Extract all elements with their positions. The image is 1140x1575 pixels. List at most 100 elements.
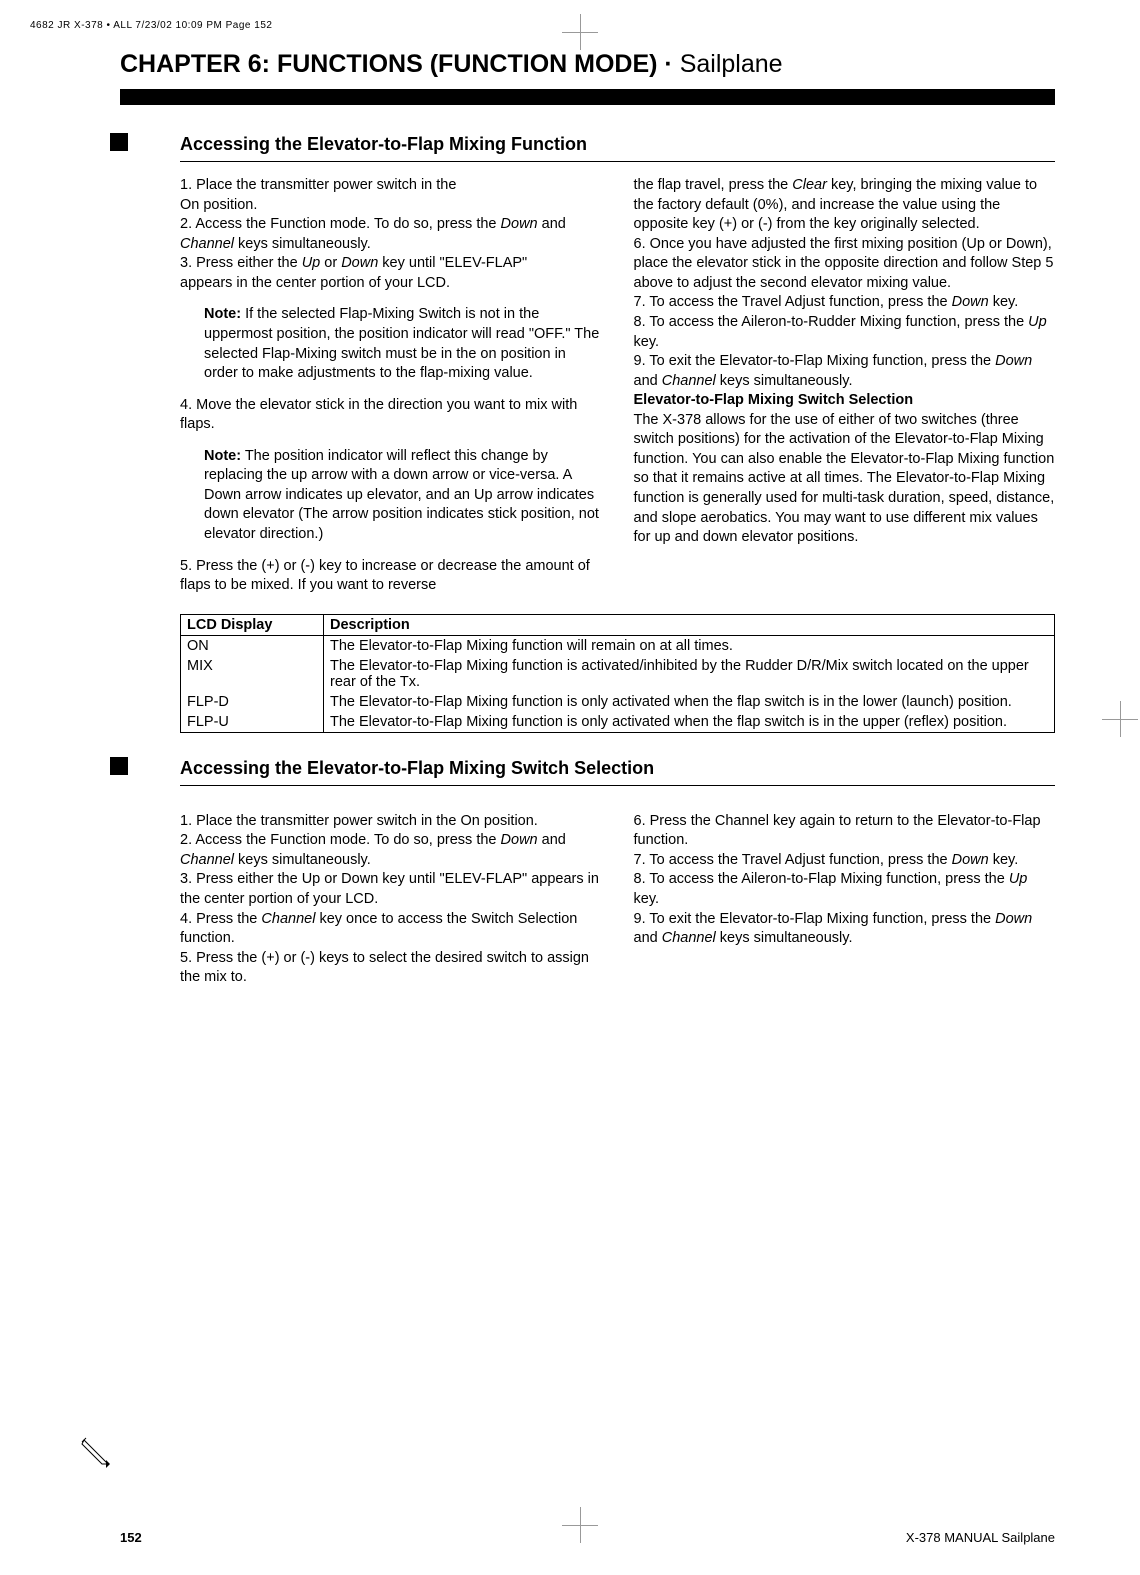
body-text: Channel xyxy=(180,236,234,252)
chapter-bold: CHAPTER 6: FUNCTIONS (FUNCTION MODE) · xyxy=(120,50,673,78)
body-text: Up xyxy=(1009,871,1028,887)
lcd-table: LCD Display Description ONThe Elevator-t… xyxy=(180,614,1055,733)
body-text: Up xyxy=(1028,314,1047,330)
body-text: 7. To access the Travel Adjust function,… xyxy=(634,294,952,310)
right-column: 6. Press the Channel key again to return… xyxy=(634,812,1056,988)
table-cell: ON xyxy=(181,635,324,656)
body-text: 1. Place the transmitter power switch in… xyxy=(180,177,456,193)
crop-mark-icon xyxy=(570,22,590,42)
table-header: Description xyxy=(324,614,1055,635)
note-text: The position indicator will reflect this… xyxy=(204,448,599,542)
body-text: and xyxy=(538,216,566,232)
body-text: 5. Press the (+) or (-) keys to select t… xyxy=(180,949,602,988)
body-text: Clear xyxy=(792,177,827,193)
body-text: key. xyxy=(634,891,660,907)
body-text: appears in the center portion of your LC… xyxy=(180,275,450,291)
body-text: key. xyxy=(634,334,660,350)
body-text: Down xyxy=(501,832,538,848)
body-text: key. xyxy=(989,852,1019,868)
body-text: The X-378 allows for the use of either o… xyxy=(634,411,1056,548)
table-cell: The Elevator-to-Flap Mixing function is … xyxy=(324,692,1055,712)
body-text: On position. xyxy=(180,197,257,213)
body-text: Down xyxy=(341,255,378,271)
body-text: key until "ELEV-FLAP" xyxy=(378,255,527,271)
compass-icon xyxy=(78,1434,114,1470)
table-header-row: LCD Display Description xyxy=(181,614,1055,635)
table-cell: The Elevator-to-Flap Mixing function wil… xyxy=(324,635,1055,656)
footer-label: X-378 MANUAL Sailplane xyxy=(906,1530,1055,1545)
body-text: 2. Access the Function mode. To do so, p… xyxy=(180,832,501,848)
body-text: Down xyxy=(952,294,989,310)
left-column: 1. Place the transmitter power switch in… xyxy=(180,176,602,596)
table-row: FLP-DThe Elevator-to-Flap Mixing functio… xyxy=(181,692,1055,712)
two-column-layout: 1. Place the transmitter power switch in… xyxy=(180,812,1055,988)
note-text: If the selected Flap-Mixing Switch is no… xyxy=(204,306,599,381)
body-text: the flap travel, press the xyxy=(634,177,793,193)
table-row: MIXThe Elevator-to-Flap Mixing function … xyxy=(181,656,1055,692)
body-text: Up xyxy=(302,255,321,271)
section-title: Accessing the Elevator-to-Flap Mixing Fu… xyxy=(180,134,587,155)
body-text: key. xyxy=(989,294,1019,310)
body-text: 9. To exit the Elevator-to-Flap Mixing f… xyxy=(634,911,996,927)
body-text: keys simultaneously. xyxy=(234,236,371,252)
body-text: Channel xyxy=(180,852,234,868)
body-text: keys simultaneously. xyxy=(716,930,853,946)
table-cell: The Elevator-to-Flap Mixing function is … xyxy=(324,656,1055,692)
body-text: 4. Press the xyxy=(180,911,261,927)
table-row: FLP-UThe Elevator-to-Flap Mixing functio… xyxy=(181,712,1055,733)
chapter-thin: Sailplane xyxy=(673,50,783,78)
section-rule xyxy=(180,161,1055,162)
chapter-title: CHAPTER 6: FUNCTIONS (FUNCTION MODE) · S… xyxy=(120,50,1055,79)
title-bar xyxy=(120,89,1055,105)
body-text: keys simultaneously. xyxy=(234,852,371,868)
body-text: Down xyxy=(501,216,538,232)
page: 4682 JR X-378 • ALL 7/23/02 10:09 PM Pag… xyxy=(0,0,1140,1575)
note-block: Note: If the selected Flap-Mixing Switch… xyxy=(180,305,602,383)
body-text: 9. To exit the Elevator-to-Flap Mixing f… xyxy=(634,353,996,369)
body-text: 4. Move the elevator stick in the direct… xyxy=(180,396,602,435)
body-text: and xyxy=(634,930,662,946)
body-text: 1. Place the transmitter power switch in… xyxy=(180,812,602,832)
section-heading: Accessing the Elevator-to-Flap Mixing Fu… xyxy=(110,133,1055,155)
note-label: Note: xyxy=(204,448,241,464)
print-header: 4682 JR X-378 • ALL 7/23/02 10:09 PM Pag… xyxy=(30,20,272,31)
section-title: Accessing the Elevator-to-Flap Mixing Sw… xyxy=(180,758,654,779)
section-heading: Accessing the Elevator-to-Flap Mixing Sw… xyxy=(110,757,1055,779)
body-text: 8. To access the Aileron-to-Rudder Mixin… xyxy=(634,314,1029,330)
body-text: Channel xyxy=(261,911,315,927)
right-column: the flap travel, press the Clear key, br… xyxy=(634,176,1056,596)
table-header: LCD Display xyxy=(181,614,324,635)
body-text: keys simultaneously. xyxy=(716,373,853,389)
table-row: ONThe Elevator-to-Flap Mixing function w… xyxy=(181,635,1055,656)
table-cell: FLP-D xyxy=(181,692,324,712)
note-block: Note: The position indicator will reflec… xyxy=(180,447,602,545)
left-column: 1. Place the transmitter power switch in… xyxy=(180,812,602,988)
table-cell: The Elevator-to-Flap Mixing function is … xyxy=(324,712,1055,733)
body-text: or xyxy=(320,255,341,271)
table-cell: FLP-U xyxy=(181,712,324,733)
crop-mark-icon xyxy=(1110,709,1130,729)
body-text: 3. Press either the Up or Down key until… xyxy=(180,870,602,909)
body-text: 8. To access the Aileron-to-Flap Mixing … xyxy=(634,871,1009,887)
body-text: Down xyxy=(995,911,1032,927)
body-text: Down xyxy=(995,353,1032,369)
section-rule xyxy=(180,785,1055,786)
body-text: Channel xyxy=(662,373,716,389)
page-footer: 152 X-378 MANUAL Sailplane xyxy=(120,1530,1055,1545)
body-text: and xyxy=(538,832,566,848)
body-text: Down xyxy=(952,852,989,868)
table-cell: MIX xyxy=(181,656,324,692)
body-text: 7. To access the Travel Adjust function,… xyxy=(634,852,952,868)
body-text: and xyxy=(634,373,662,389)
body-text: 5. Press the (+) or (-) key to increase … xyxy=(180,557,602,596)
square-bullet-icon xyxy=(110,133,128,151)
square-bullet-icon xyxy=(110,757,128,775)
two-column-layout: 1. Place the transmitter power switch in… xyxy=(180,176,1055,596)
body-text: Channel xyxy=(662,930,716,946)
body-text: 6. Press the Channel key again to return… xyxy=(634,812,1056,851)
body-text: 6. Once you have adjusted the first mixi… xyxy=(634,235,1056,294)
sub-heading: Elevator-to-Flap Mixing Switch Selection xyxy=(634,391,1056,411)
page-number: 152 xyxy=(120,1530,142,1545)
lcd-table-wrap: LCD Display Description ONThe Elevator-t… xyxy=(180,614,1055,733)
body-text: 3. Press either the xyxy=(180,255,302,271)
